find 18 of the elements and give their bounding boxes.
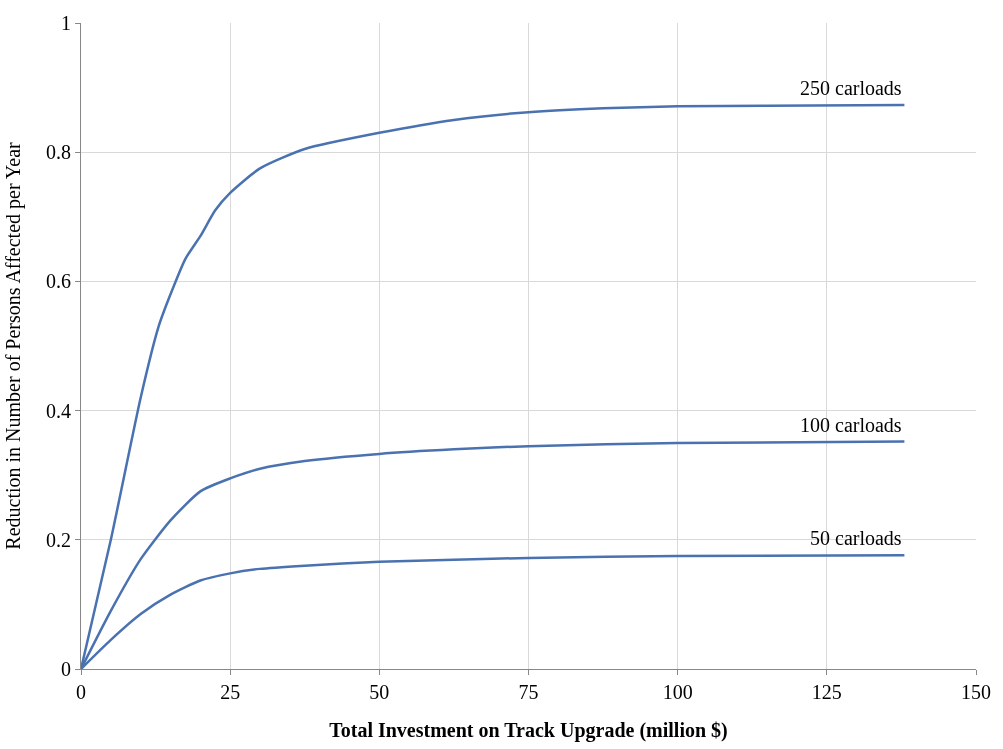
series-label: 50 carloads xyxy=(810,527,902,549)
x-tick-label: 100 xyxy=(662,681,693,703)
series-label: 250 carloads xyxy=(800,77,902,99)
x-tick-label: 75 xyxy=(518,681,539,703)
x-tick-label: 50 xyxy=(369,681,390,703)
x-axis-title: Total Investment on Track Upgrade (million $) xyxy=(329,718,728,742)
y-tick-label: 0.8 xyxy=(46,141,71,164)
y-tick-label: 1 xyxy=(61,12,71,34)
series-label: 100 carloads xyxy=(800,414,902,436)
y-tick-label: 0.2 xyxy=(46,528,71,551)
x-tick-label: 25 xyxy=(220,681,241,703)
y-axis-title: Reduction in Number of Persons Affected per Year xyxy=(1,142,25,550)
x-tick-label: 0 xyxy=(76,681,86,703)
y-tick-label: 0.6 xyxy=(46,270,71,293)
x-tick-label: 150 xyxy=(961,681,991,703)
y-tick-label: 0 xyxy=(61,658,71,680)
y-tick-label: 0.4 xyxy=(46,399,71,422)
x-tick-label: 125 xyxy=(811,681,842,703)
